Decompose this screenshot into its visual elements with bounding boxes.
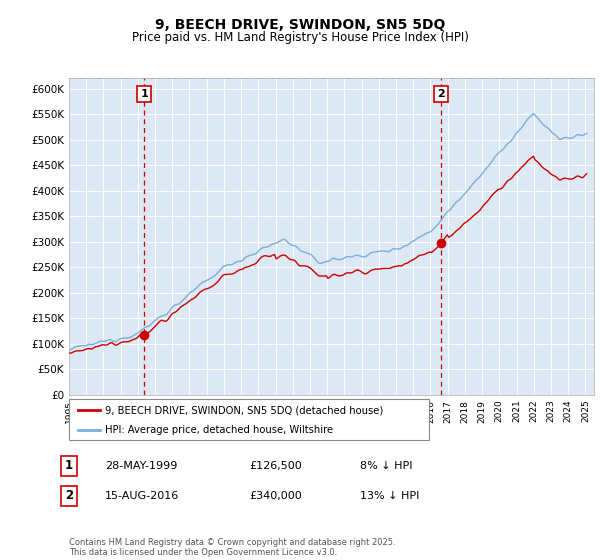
Text: 1: 1 xyxy=(65,459,73,473)
Text: HPI: Average price, detached house, Wiltshire: HPI: Average price, detached house, Wilt… xyxy=(105,424,333,435)
Text: 2: 2 xyxy=(65,489,73,502)
Text: 9, BEECH DRIVE, SWINDON, SN5 5DQ: 9, BEECH DRIVE, SWINDON, SN5 5DQ xyxy=(155,18,445,32)
Text: £126,500: £126,500 xyxy=(249,461,302,471)
Text: 13% ↓ HPI: 13% ↓ HPI xyxy=(360,491,419,501)
Text: 8% ↓ HPI: 8% ↓ HPI xyxy=(360,461,413,471)
Text: Contains HM Land Registry data © Crown copyright and database right 2025.
This d: Contains HM Land Registry data © Crown c… xyxy=(69,538,395,557)
FancyBboxPatch shape xyxy=(69,399,429,440)
Text: 9, BEECH DRIVE, SWINDON, SN5 5DQ (detached house): 9, BEECH DRIVE, SWINDON, SN5 5DQ (detach… xyxy=(105,405,383,415)
Text: 1: 1 xyxy=(140,88,148,99)
Text: 15-AUG-2016: 15-AUG-2016 xyxy=(105,491,179,501)
Text: £340,000: £340,000 xyxy=(249,491,302,501)
Text: 2: 2 xyxy=(437,88,445,99)
Text: Price paid vs. HM Land Registry's House Price Index (HPI): Price paid vs. HM Land Registry's House … xyxy=(131,31,469,44)
Text: 28-MAY-1999: 28-MAY-1999 xyxy=(105,461,178,471)
